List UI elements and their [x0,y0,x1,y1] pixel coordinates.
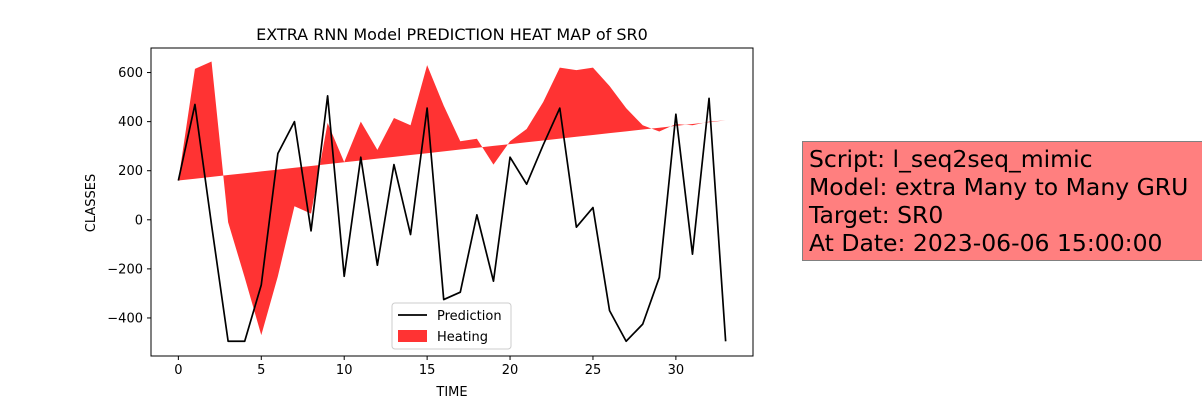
plot-frame [150,47,754,357]
prediction-line [177,95,727,343]
y-tick-label: −200 [107,262,143,277]
x-tick-label: 5 [257,363,265,378]
info-model-line: Model: extra Many to Many GRU [809,173,1189,201]
heating-fill [178,61,726,336]
legend-heating-swatch [398,330,427,342]
prediction-series [177,95,727,343]
legend: Prediction Heating [391,302,512,350]
x-axis-label: TIME [435,385,467,400]
info-box: Script: l_seq2seq_mimic Model: extra Man… [802,141,1202,261]
info-script-line: Script: l_seq2seq_mimic [809,145,1093,173]
chart-title: EXTRA RNN Model PREDICTION HEAT MAP of S… [256,25,648,44]
y-tick-label: 400 [118,115,143,130]
info-target-line: Target: SR0 [809,201,944,229]
x-tick-label: 15 [419,363,436,378]
heating-area [178,61,726,336]
y-axis-ticks: −400 −200 0 200 400 600 [107,66,151,326]
legend-heating-label: Heating [437,330,488,345]
x-axis-ticks: 0 5 10 15 20 25 30 [174,356,684,378]
x-tick-label: 20 [502,363,519,378]
y-axis-label: CLASSES [84,174,99,232]
legend-prediction-label: Prediction [437,309,502,324]
x-tick-label: 25 [585,363,602,378]
info-date-line: At Date: 2023-06-06 15:00:00 [809,229,1163,257]
y-tick-label: −400 [107,311,143,326]
y-tick-label: 200 [118,164,143,179]
y-tick-label: 600 [118,66,143,81]
x-tick-label: 10 [336,363,353,378]
x-tick-label: 0 [174,363,182,378]
x-tick-label: 30 [668,363,685,378]
y-tick-label: 0 [135,213,143,228]
